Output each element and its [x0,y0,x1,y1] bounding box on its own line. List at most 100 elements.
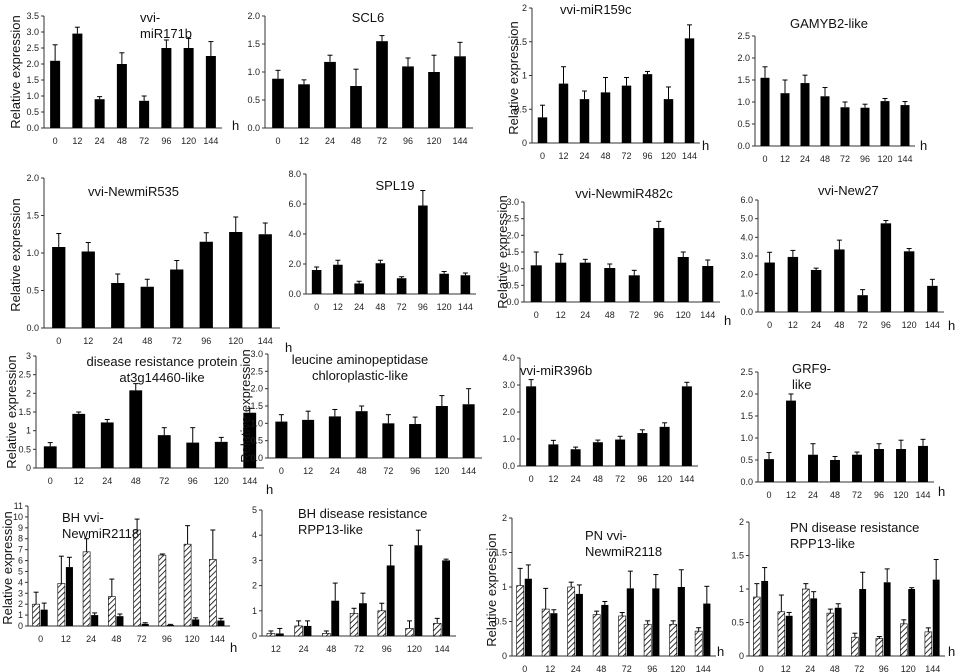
chart-title-line: vvi- [140,10,160,25]
bar-solid-96 [386,565,395,636]
y-tick-label: 2 [522,3,527,13]
x-tick-label: 48 [357,466,367,476]
chart-c8: 0.0 1.0 2.0 3.0 4.0 5.0 6.0 0 12 24 48 72 96 120 144 vv… [740,183,955,333]
chart-c9: 0 0.5 1 1.5 2 2.5 3 0 12 24 48 72 96 120 144 disease re… [4,351,273,497]
y-tick-label: 8 [18,534,23,544]
x-tick-label: 24 [571,474,581,484]
y-tick-label: 0.0 [247,123,260,133]
chart-title: disease resistance protein at3g14460-like [86,354,237,385]
x-tick-label: 120 [676,310,691,320]
x-tick-label: 120 [657,474,672,484]
bar-series-12 [787,256,799,312]
bar-series-96 [402,66,414,128]
bar-hatched-0 [32,603,40,627]
chart-title-line: vvi-miR159c [560,2,632,17]
x-tick-label: 0 [529,474,534,484]
chart-title-line: PN disease resistance [790,520,919,535]
bar-series-96 [642,74,653,143]
y-tick-label: 6.0 [288,199,301,209]
y-tick-label: 0 [739,651,744,661]
chart-title: PN disease resistance RPP13-like [790,520,919,551]
y-tick-label: 0.5 [26,286,39,296]
bar-series-120 [896,449,906,482]
chart-title: leucine aminopeptidase chloroplastic-like [292,352,429,383]
bar-series-0 [530,265,542,302]
bar-hatched-48 [826,612,835,657]
bar-series-144 [462,404,475,458]
chart-title-line: miR171b [140,26,192,41]
bar-series-144 [460,275,471,294]
x-tick-label: 96 [874,490,884,500]
bar-hatched-120 [669,623,678,657]
y-tick-label: 3 [252,555,257,565]
y-tick-label: 2.0 [737,53,750,63]
y-tick-label: 1 [252,606,257,616]
bar-series-12 [81,251,95,328]
x-tick-label: 12 [83,336,93,346]
bar-series-0 [272,78,284,128]
y-tick-label: 2 [252,581,257,591]
x-tick-label: 48 [596,664,606,672]
x-tick-label: 72 [137,634,147,644]
x-unit-label: h [285,340,292,355]
y-tick-label: 1.0 [247,67,260,77]
x-tick-label: 144 [679,474,694,484]
bar-series-144 [918,445,928,482]
x-tick-label: 96 [162,634,172,644]
bar-series-120 [903,251,915,312]
x-tick-label: 12 [781,664,791,672]
x-tick-label: 72 [139,136,149,146]
chart-title: SCL6 [352,10,385,25]
y-tick-label: 1 [522,71,527,81]
y-tick-label: 4.0 [288,229,301,239]
bar-solid-120 [677,587,685,656]
bar-series-12 [298,84,310,128]
x-tick-label: 72 [858,320,868,330]
x-unit-label: h [266,482,273,497]
bar-solid-120 [192,619,200,626]
chart-title: vvi-NewmiR535 [88,184,179,199]
x-tick-label: 144 [897,154,912,164]
bar-solid-0 [761,580,769,656]
x-unit-label: h [232,118,239,133]
y-tick-label: 11 [14,501,23,511]
bar-series-72 [157,435,171,468]
x-tick-label: 144 [700,310,715,320]
x-tick-label: 12 [299,136,309,146]
bar-solid-24 [810,598,818,656]
bar-hatched-144 [208,559,217,627]
bar-series-72 [170,269,184,328]
y-tick-label: 1.5 [740,411,753,421]
y-tick-label: 1.0 [250,418,263,428]
x-tick-label: 72 [615,474,625,484]
x-tick-label: 48 [326,644,336,654]
chart-c7: 0.0 0.5 1.0 1.5 2.0 2.5 3.0 0 12 24 48 72 96 120 144 vv… [495,186,731,328]
bar-series-48 [604,268,616,302]
chart-title: GAMYB2-like [790,16,868,31]
bar-series-24 [328,416,341,458]
y-tick-label: 1.0 [737,97,750,107]
bar-series-72 [139,100,150,128]
x-tick-label: 48 [830,664,840,672]
y-tick-label: 2.0 [250,384,263,394]
bar-solid-12 [550,613,558,656]
x-tick-label: 48 [593,474,603,484]
x-tick-label: 72 [354,644,364,654]
y-tick-label: 2.0 [502,407,515,417]
bar-solid-72 [859,589,867,656]
y-tick-label: 1.0 [740,288,753,298]
x-tick-label: 48 [830,490,840,500]
x-tick-label: 72 [159,476,169,486]
bar-hatched-96 [643,623,652,657]
y-tick-label: 0.0 [288,289,301,299]
bar-solid-24 [303,625,312,636]
bar-hatched-144 [694,630,703,657]
x-tick-label: 72 [397,302,407,312]
bar-solid-96 [166,624,174,626]
y-tick-label: 0 [252,631,257,641]
bar-solid-48 [116,616,124,626]
x-tick-label: 0 [766,490,771,500]
chart-title-line: SPL19 [375,178,414,193]
x-tick-label: 48 [351,136,361,146]
